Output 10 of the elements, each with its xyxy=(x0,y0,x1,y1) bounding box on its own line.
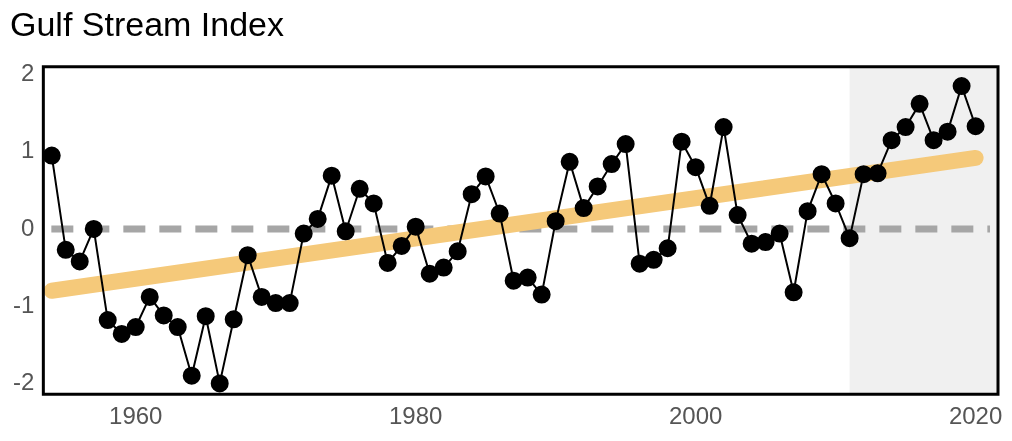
x-tick-label: 1960 xyxy=(109,402,163,430)
y-tick-label: -1 xyxy=(13,290,35,318)
y-tick-label: 1 xyxy=(20,136,35,164)
y-tick-label: 2 xyxy=(20,59,35,87)
x-tick-label: 2000 xyxy=(668,402,723,430)
x-tick-label: 1980 xyxy=(388,402,443,430)
chart-title: Gulf Stream Index xyxy=(10,4,285,43)
y-tick-label: 0 xyxy=(20,213,35,241)
x-tick-label: 2020 xyxy=(948,402,1003,430)
y-tick-label: -2 xyxy=(13,368,35,396)
